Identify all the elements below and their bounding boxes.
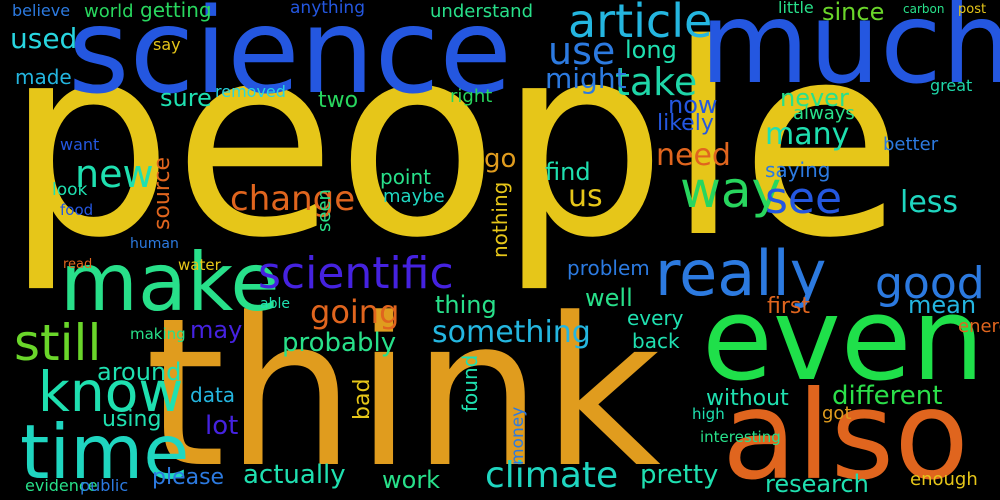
word-need: need [656, 138, 731, 173]
word-around: around [97, 358, 182, 386]
word-post: making [130, 325, 186, 343]
word-lot: lot [205, 411, 239, 441]
word-much: much [700, 0, 1000, 109]
word-two: two [318, 88, 359, 113]
word-money: carbon [903, 2, 945, 16]
word-work: work [382, 466, 441, 494]
word-please: please [152, 465, 225, 490]
word-thing: thing [435, 291, 497, 319]
word-back: back [632, 329, 680, 353]
word-may: may [190, 316, 243, 344]
word-science: science [68, 0, 512, 120]
word-long: long [625, 36, 677, 64]
word-water: seen [314, 189, 335, 232]
word-people: people [5, 0, 904, 296]
word-think: think [145, 275, 661, 500]
word-interesting: read [63, 257, 93, 272]
word-less: less [900, 185, 959, 220]
word-evidence: water [178, 256, 221, 274]
word-sure: sure [160, 84, 212, 112]
word-know: know [38, 360, 184, 424]
word-go: go [484, 144, 517, 174]
word-right: right [450, 86, 493, 107]
word-getting: getting [140, 0, 212, 22]
word-say: bad [350, 378, 375, 420]
word-research: research [765, 470, 869, 498]
word-change: change [230, 179, 356, 219]
word-first: first [767, 294, 810, 319]
word-making: look [52, 180, 88, 200]
word-never: never [780, 84, 849, 112]
word-really: really [655, 237, 827, 310]
word-high: food [60, 201, 94, 219]
word-time: time [20, 408, 190, 496]
word-likely: likely [657, 111, 714, 136]
word-little: little [778, 0, 814, 17]
word-carbon: able [260, 296, 290, 312]
word-every: every [627, 306, 684, 330]
word-find: find [545, 158, 591, 186]
word-human: say [153, 35, 181, 54]
word-going: going [310, 293, 400, 331]
word-data: data [190, 383, 236, 407]
word-new: new [75, 152, 154, 196]
word-different: different [832, 381, 943, 411]
word-good: good [875, 258, 985, 309]
word-take: take [615, 60, 698, 104]
word-always: always [793, 103, 855, 124]
word-energy: great [930, 76, 973, 95]
word-source: high [692, 405, 725, 423]
word-made: made [15, 65, 72, 89]
word-now: now [668, 91, 718, 119]
word-got: energy [958, 316, 1000, 337]
word-even: even [702, 273, 985, 407]
word-want: found [458, 354, 482, 412]
word-removed: removed [215, 82, 286, 101]
word-us: us [568, 179, 603, 214]
word-still: still [14, 314, 102, 372]
word-enough: enough [910, 469, 978, 490]
word-make: make [60, 236, 280, 329]
word-probably: probably [282, 328, 397, 358]
word-understand: understand [430, 1, 534, 22]
word-saying: saying [765, 158, 831, 182]
word-climate: climate [485, 455, 619, 496]
word-since: since [822, 0, 885, 26]
word-maybe: maybe [383, 186, 445, 207]
word-nothing: public [80, 476, 129, 495]
word-problem: problem [567, 256, 650, 280]
word-seen: post [958, 2, 987, 17]
word-used: used [10, 22, 78, 55]
word-anything: anything [290, 0, 365, 18]
word-might: might [545, 62, 627, 95]
word-mean: mean [908, 291, 977, 319]
word-without: without [706, 386, 789, 411]
word-read: money [508, 406, 528, 465]
word-great: better [883, 134, 939, 155]
word-well: well [585, 284, 633, 312]
word-bad: interesting [700, 428, 781, 446]
word-able: want [60, 135, 100, 154]
word-using: using [102, 407, 162, 432]
word-way: way [680, 161, 782, 219]
word-use: use [548, 29, 616, 73]
word-point: point [380, 165, 432, 189]
word-scientific: scientific [258, 248, 454, 299]
word-something: something [432, 315, 591, 350]
word-found: evidence [25, 476, 98, 495]
word-article: article [568, 0, 713, 48]
word-believe: believe [12, 1, 71, 20]
word-look: nothing [488, 181, 512, 258]
word-better: source [150, 156, 175, 230]
word-public: human [130, 236, 179, 252]
word-actually: actually [243, 460, 346, 490]
word-food: got [822, 403, 852, 424]
word-world: world [84, 1, 134, 22]
word-many: many [765, 117, 850, 152]
word-pretty: pretty [640, 460, 719, 490]
word-see: see [765, 173, 843, 224]
word-also: also [722, 365, 969, 500]
